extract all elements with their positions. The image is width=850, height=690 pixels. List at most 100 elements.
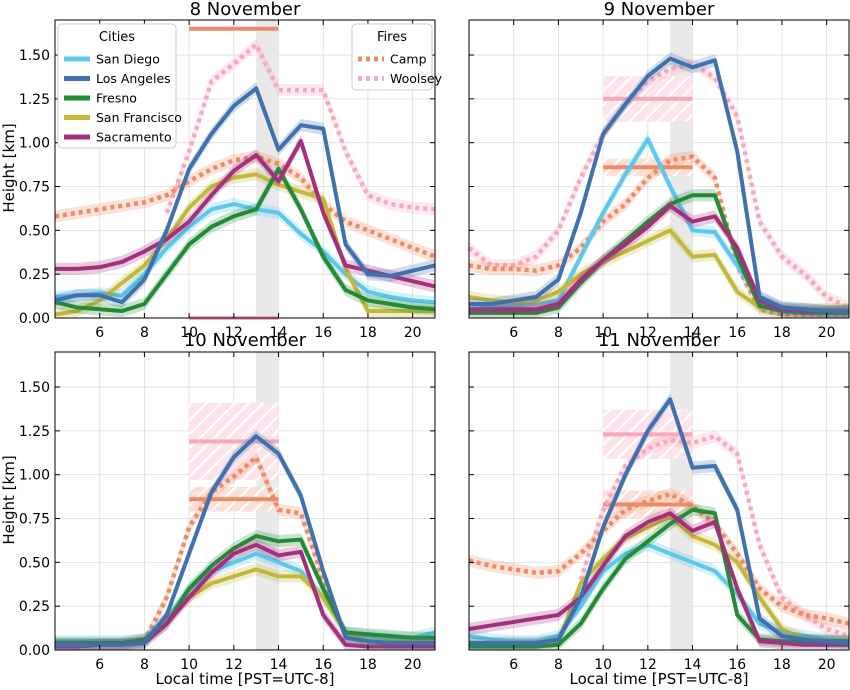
x-tick-label: 20 xyxy=(404,325,422,341)
x-tick-label: 6 xyxy=(95,657,104,673)
y-tick-label: 0.50 xyxy=(19,555,50,571)
y-axis-label-bottom: Height [km] xyxy=(0,455,18,544)
plot-area: 6 8 10 12 14 16 18 20 xyxy=(467,19,850,341)
x-tick-label: 10 xyxy=(180,657,198,673)
series-ribbon xyxy=(580,430,849,643)
legend-label: Camp xyxy=(390,52,427,67)
legend-label: Sacramento xyxy=(96,130,172,145)
x-tick-label: 16 xyxy=(728,657,746,673)
series-line xyxy=(54,86,436,305)
series-line xyxy=(578,433,850,639)
x-tick-label: 6 xyxy=(95,325,104,341)
y-tick-label: 0.50 xyxy=(19,223,50,239)
x-tick-label: 16 xyxy=(314,657,332,673)
x-tick-label: 8 xyxy=(140,325,149,341)
y-axis-label-top: Height [km] xyxy=(0,123,18,212)
legend-label: San Diego xyxy=(96,52,160,67)
panel-title: 11 November xyxy=(598,330,721,351)
series-ribbon xyxy=(469,487,849,630)
y-tick-label: 1.25 xyxy=(19,92,50,108)
x-tick-label: 10 xyxy=(594,325,612,341)
y-tick-label: 0.25 xyxy=(19,599,50,615)
plot-frame xyxy=(468,19,850,319)
series-line xyxy=(55,434,435,647)
series-line xyxy=(55,454,435,647)
x-tick-label: 16 xyxy=(314,325,332,341)
y-tick-label: 0.25 xyxy=(19,267,50,283)
legend-label: Los Angeles xyxy=(96,71,171,86)
series-ribbon xyxy=(55,150,435,263)
series-line xyxy=(54,167,436,313)
y-tick-label: 1.50 xyxy=(19,48,50,64)
series-ribbon xyxy=(469,507,849,650)
x-tick-label: 14 xyxy=(270,657,288,673)
series-ribbon xyxy=(469,538,849,648)
plot-area: 6 8 10 12 14 16 18 20 0.00 0.25 0.50 0.75 1.00 1.25 1.… xyxy=(19,19,436,341)
plot-area: 6 8 10 12 14 16 18 20 xyxy=(468,351,850,673)
x-tick-label: 16 xyxy=(728,325,746,341)
series-ribbon xyxy=(166,38,435,219)
panel-title: 9 November xyxy=(604,0,715,20)
series-ribbon xyxy=(55,563,435,650)
x-tick-label: 14 xyxy=(684,657,702,673)
series-line xyxy=(468,511,849,647)
plot-frame xyxy=(54,351,436,651)
x-tick-label: 18 xyxy=(359,325,377,341)
panel-title: 10 November xyxy=(184,330,307,351)
panel-8-november: 8 November 6 8 10 12 14 16 18 20 0.00 0.25 0.50 0.7… xyxy=(19,0,436,341)
legend-label: Fresno xyxy=(96,91,137,106)
y-tick-label: 0.75 xyxy=(19,180,50,196)
legend-label: San Francisco xyxy=(96,110,182,125)
x-tick-label: 14 xyxy=(684,325,702,341)
x-tick-label: 10 xyxy=(594,657,612,673)
series-line xyxy=(467,61,850,310)
series-line xyxy=(469,56,849,313)
x-tick-label: 6 xyxy=(509,657,518,673)
y-tick-label: 1.25 xyxy=(19,424,50,440)
y-tick-label: 0.00 xyxy=(19,643,50,659)
legend-cities-entries: San Diego Los Angeles Fresno San Francisco S… xyxy=(64,52,182,145)
legend-fires: Fires Camp Woolsey xyxy=(351,23,443,91)
plot-area: 6 8 10 12 14 16 18 20 0.00 0.25 0.50 0.75 1.00 1.25 1.… xyxy=(19,351,436,673)
x-tick-label: 18 xyxy=(773,325,791,341)
x-tick-label: 12 xyxy=(639,325,657,341)
legend-fires-title: Fires xyxy=(377,30,407,45)
panel-9-november: 9 November 6 8 10 12 14 16 18 20 xyxy=(467,0,850,341)
x-tick-label: 6 xyxy=(509,325,518,341)
series-line xyxy=(54,202,436,305)
x-tick-label: 20 xyxy=(818,325,836,341)
x-tick-label: 8 xyxy=(554,657,563,673)
legend-cities-title: Cities xyxy=(99,30,135,45)
x-axis-label-left: Local time [PST=UTC-8] xyxy=(156,670,335,688)
series-line xyxy=(54,154,436,259)
x-tick-label: 12 xyxy=(225,325,243,341)
x-tick-label: 14 xyxy=(270,325,288,341)
series-line xyxy=(469,397,850,645)
y-tick-label: 0.00 xyxy=(19,311,50,327)
series-line xyxy=(468,491,850,626)
x-tick-label: 12 xyxy=(225,657,243,673)
series-ribbon xyxy=(469,510,849,650)
x-tick-label: 20 xyxy=(818,657,836,673)
y-tick-label: 1.00 xyxy=(19,136,50,152)
x-tick-label: 10 xyxy=(180,325,198,341)
x-tick-label: 8 xyxy=(140,657,149,673)
x-tick-label: 12 xyxy=(639,657,657,673)
legend-label: Woolsey xyxy=(390,71,443,86)
series-line xyxy=(164,42,436,214)
legend-fires-box xyxy=(351,23,433,91)
plot-frame xyxy=(54,19,436,319)
plot-frame xyxy=(468,351,850,651)
x-tick-label: 8 xyxy=(554,325,563,341)
y-tick-label: 0.75 xyxy=(19,512,50,528)
series-line xyxy=(54,172,435,317)
series-line xyxy=(55,138,436,289)
y-tick-label: 1.00 xyxy=(19,468,50,484)
legend-cities: Cities San Diego Los Angeles Fresno San Fra… xyxy=(57,23,182,149)
panel-10-november: 10 November 6 8 10 12 14 16 18 20 0.00 0.25 0.50 0.… xyxy=(19,330,436,673)
legend-fires-entries: Camp Woolsey xyxy=(358,52,443,86)
panel-title: 8 November xyxy=(190,0,301,20)
x-axis-label-right: Local time [PST=UTC-8] xyxy=(570,670,749,688)
series-ribbon xyxy=(469,224,849,316)
